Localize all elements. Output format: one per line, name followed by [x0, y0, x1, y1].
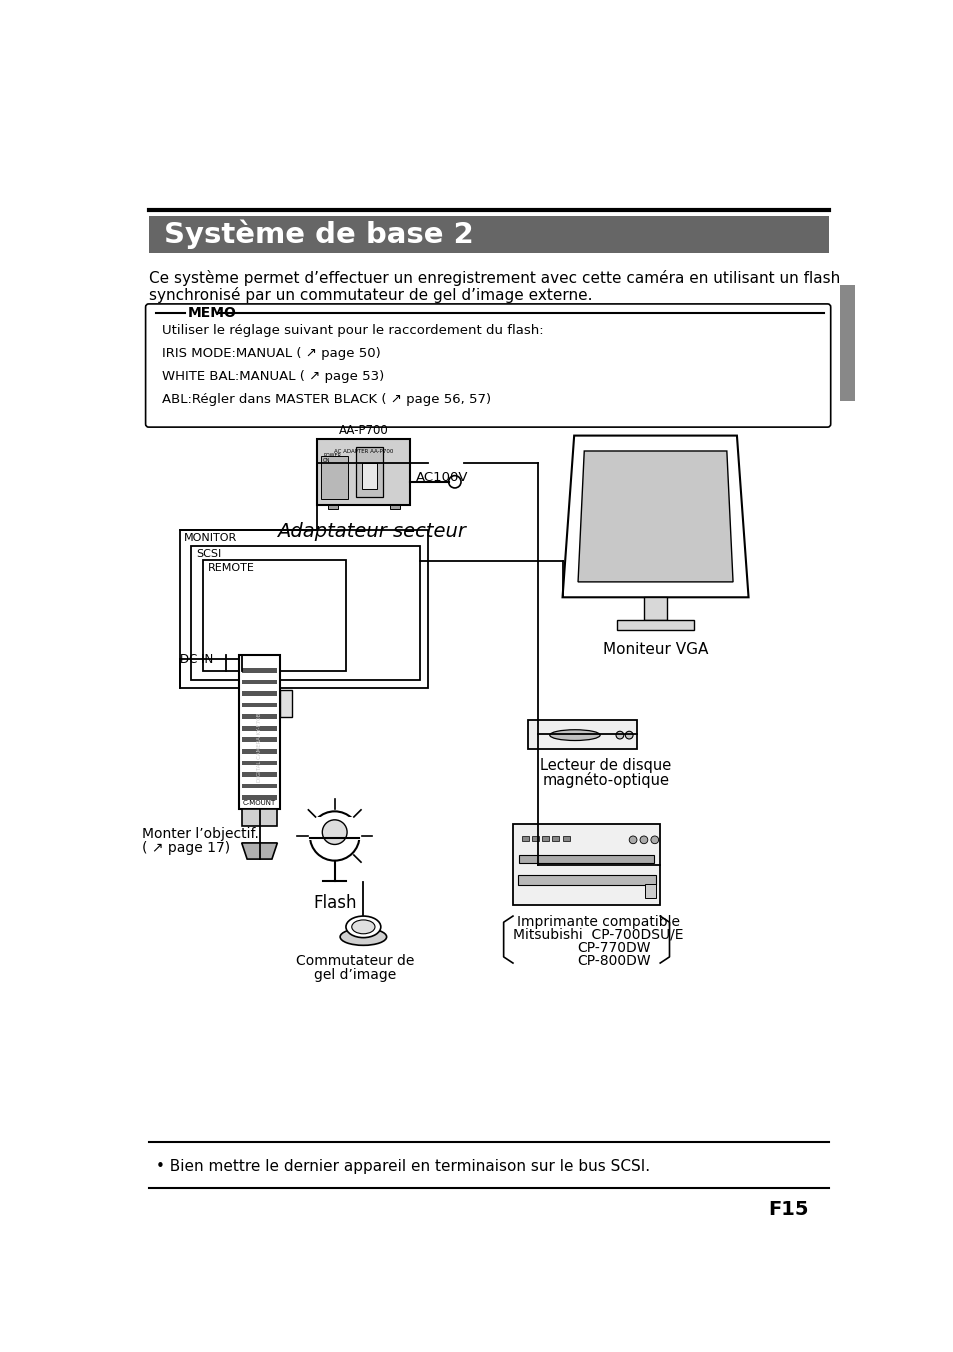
Bar	[390, 504, 399, 508]
Bar	[617, 621, 694, 630]
Text: ( ↗ page 17): ( ↗ page 17)	[142, 841, 231, 856]
Text: AC100V: AC100V	[416, 470, 468, 484]
Bar	[320, 457, 348, 499]
Text: Imprimante compatible: Imprimante compatible	[517, 914, 679, 929]
Circle shape	[616, 731, 623, 740]
Bar	[644, 884, 655, 898]
Text: DIGITAL CAMERA KY-F70B: DIGITAL CAMERA KY-F70B	[256, 713, 262, 781]
Ellipse shape	[340, 929, 386, 945]
Ellipse shape	[549, 730, 599, 741]
Circle shape	[624, 731, 633, 740]
Text: AA-P700: AA-P700	[338, 425, 388, 437]
Ellipse shape	[352, 919, 375, 934]
Text: F15: F15	[768, 1201, 808, 1220]
Text: • Bien mettre le dernier appareil en terminaison sur le bus SCSI.: • Bien mettre le dernier appareil en ter…	[156, 1160, 650, 1175]
Bar	[355, 448, 382, 498]
Text: synchronisé par un commutateur de gel d’image externe.: synchronisé par un commutateur de gel d’…	[149, 287, 592, 303]
FancyBboxPatch shape	[146, 304, 830, 427]
Bar	[241, 772, 277, 776]
Bar	[643, 598, 666, 621]
Text: MEMO: MEMO	[187, 306, 236, 320]
Text: Commutateur de: Commutateur de	[296, 953, 415, 968]
Bar	[239, 654, 279, 808]
Bar	[518, 856, 654, 863]
Polygon shape	[562, 435, 748, 598]
Text: ABL:Régler dans MASTER BLACK ( ↗ page 56, 57): ABL:Régler dans MASTER BLACK ( ↗ page 56…	[162, 393, 491, 406]
Bar	[279, 690, 292, 717]
Bar	[307, 817, 361, 840]
Text: Moniteur VGA: Moniteur VGA	[602, 642, 707, 657]
Bar	[179, 530, 427, 688]
Bar	[328, 504, 337, 508]
Bar	[241, 714, 277, 719]
Text: IRIS MODE:MANUAL ( ↗ page 50): IRIS MODE:MANUAL ( ↗ page 50)	[162, 347, 380, 360]
Text: Lecteur de disque: Lecteur de disque	[539, 758, 671, 773]
Circle shape	[448, 476, 460, 488]
Bar	[241, 703, 277, 707]
Bar	[149, 216, 828, 253]
Bar	[241, 691, 277, 696]
Text: AC ADAPTER AA-P700: AC ADAPTER AA-P700	[334, 449, 393, 454]
Text: Ce système permet d’effectuer un enregistrement avec cette caméra en utilisant u: Ce système permet d’effectuer un enregis…	[149, 270, 839, 287]
Text: Flash: Flash	[313, 894, 356, 911]
Text: WHITE BAL:MANUAL ( ↗ page 53): WHITE BAL:MANUAL ( ↗ page 53)	[162, 370, 384, 383]
Bar	[241, 726, 277, 730]
Bar	[552, 836, 558, 841]
Bar	[517, 875, 655, 884]
Circle shape	[310, 811, 359, 861]
Circle shape	[322, 819, 347, 845]
Text: Système de base 2: Système de base 2	[164, 220, 474, 249]
Text: CP-800DW: CP-800DW	[577, 953, 650, 968]
Bar	[241, 795, 277, 800]
Text: ON: ON	[323, 458, 331, 462]
Bar	[241, 761, 277, 765]
Text: REMOTE: REMOTE	[208, 562, 254, 573]
Polygon shape	[241, 842, 277, 859]
Circle shape	[639, 836, 647, 844]
Bar	[562, 836, 569, 841]
Text: C-MOUNT: C-MOUNT	[243, 800, 275, 806]
Circle shape	[650, 836, 658, 844]
Bar	[521, 836, 529, 841]
Text: SCSI: SCSI	[195, 549, 221, 558]
Text: Utiliser le réglage suivant pour le raccordement du flash:: Utiliser le réglage suivant pour le racc…	[162, 324, 543, 337]
Text: gel d’image: gel d’image	[314, 968, 396, 982]
Bar	[532, 836, 538, 841]
Bar	[192, 546, 419, 680]
Text: Monter l’objectif.: Monter l’objectif.	[142, 827, 259, 841]
Ellipse shape	[346, 917, 380, 938]
Text: Adaptateur secteur: Adaptateur secteur	[276, 522, 465, 541]
Polygon shape	[578, 452, 732, 581]
Bar	[528, 719, 637, 749]
Bar	[241, 668, 277, 673]
Text: DC IN: DC IN	[179, 653, 213, 665]
Bar	[361, 462, 377, 489]
Bar	[316, 439, 410, 504]
Bar	[241, 680, 277, 684]
Text: magnéto-optique: magnéto-optique	[542, 772, 669, 788]
Text: CP-770DW: CP-770DW	[577, 941, 650, 955]
Bar	[242, 808, 276, 826]
Bar	[513, 825, 659, 906]
Bar	[542, 836, 549, 841]
Text: POWER: POWER	[323, 453, 341, 458]
Bar	[241, 784, 277, 788]
Bar	[203, 560, 346, 671]
Bar	[241, 749, 277, 753]
Text: Mitsubishi  CP-700DSU/E: Mitsubishi CP-700DSU/E	[513, 927, 682, 941]
Circle shape	[629, 836, 637, 844]
Text: MONITOR: MONITOR	[184, 534, 237, 544]
Bar	[241, 737, 277, 742]
Bar	[840, 285, 855, 402]
